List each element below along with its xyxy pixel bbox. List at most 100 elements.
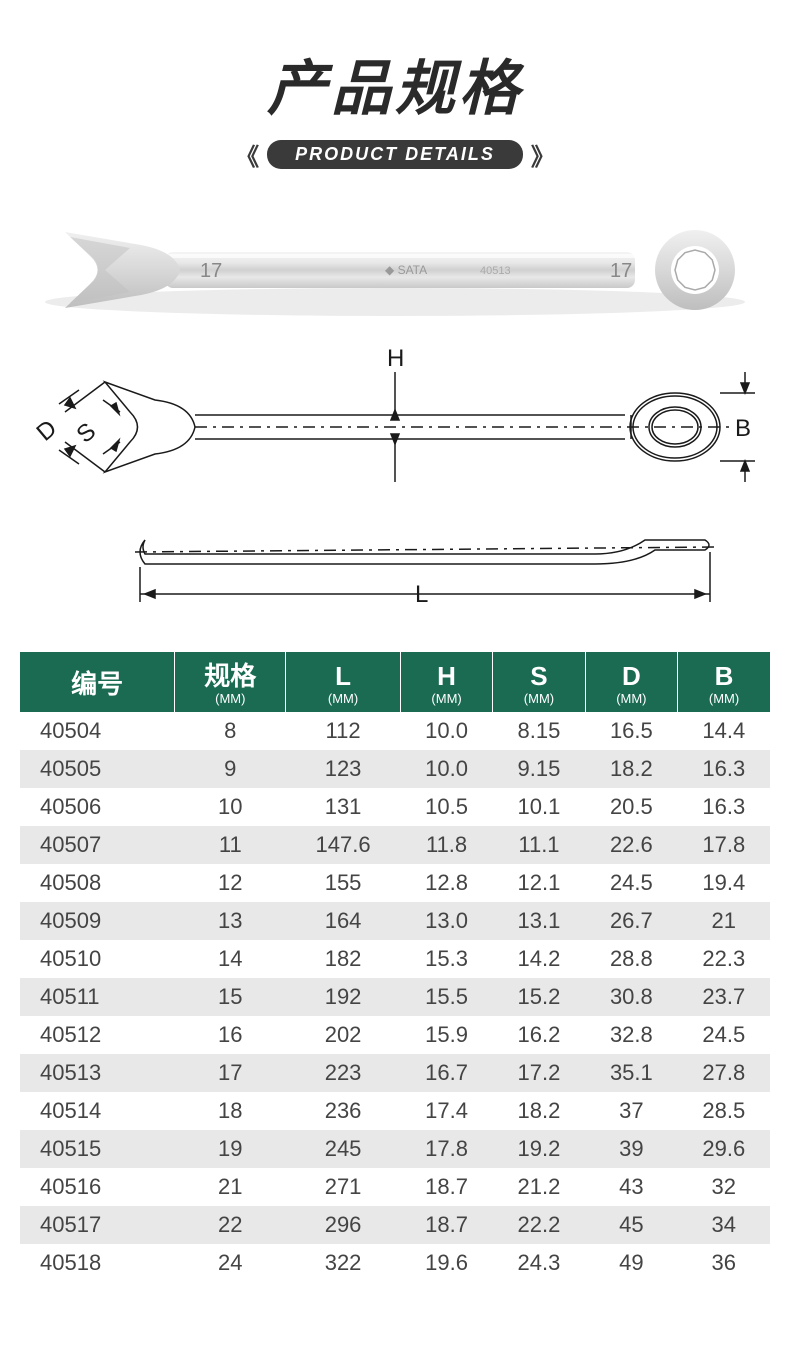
table-cell: 12.1	[493, 864, 585, 902]
table-cell: 202	[286, 1016, 401, 1054]
table-cell: 12	[175, 864, 286, 902]
table-cell: 9.15	[493, 750, 585, 788]
dimension-diagram: H B D S L	[35, 342, 755, 622]
table-cell: 296	[286, 1206, 401, 1244]
table-cell: 23.7	[678, 978, 770, 1016]
table-cell: 14	[175, 940, 286, 978]
table-header-cell: S(MM)	[493, 652, 585, 712]
table-cell: 15.2	[493, 978, 585, 1016]
table-cell: 22.2	[493, 1206, 585, 1244]
header-main: L	[290, 662, 396, 691]
table-cell: 21	[175, 1168, 286, 1206]
table-row: 405061013110.510.120.516.3	[20, 788, 770, 826]
table-row: 405162127118.721.24332	[20, 1168, 770, 1206]
table-cell: 24.3	[493, 1244, 585, 1282]
table-cell: 245	[286, 1130, 401, 1168]
table-cell: 22.3	[678, 940, 770, 978]
table-cell: 40511	[20, 978, 175, 1016]
table-cell: 271	[286, 1168, 401, 1206]
table-cell: 21.2	[493, 1168, 585, 1206]
table-cell: 40504	[20, 712, 175, 750]
table-cell: 32	[678, 1168, 770, 1206]
table-cell: 40508	[20, 864, 175, 902]
header-sub: (MM)	[179, 691, 281, 706]
table-cell: 19	[175, 1130, 286, 1168]
table-cell: 27.8	[678, 1054, 770, 1092]
table-cell: 18.7	[400, 1168, 492, 1206]
table-cell: 40517	[20, 1206, 175, 1244]
subtitle-badge: PRODUCT DETAILS	[267, 140, 523, 169]
table-cell: 11	[175, 826, 286, 864]
table-cell: 10.1	[493, 788, 585, 826]
table-cell: 40510	[20, 940, 175, 978]
product-spec-page: 产品规格 《 PRODUCT DETAILS 》	[0, 0, 790, 1302]
table-cell: 19.2	[493, 1130, 585, 1168]
table-cell: 11.1	[493, 826, 585, 864]
table-cell: 236	[286, 1092, 401, 1130]
table-row: 405182432219.624.34936	[20, 1244, 770, 1282]
table-cell: 40512	[20, 1016, 175, 1054]
page-title: 产品规格	[20, 40, 770, 127]
table-cell: 13.0	[400, 902, 492, 940]
photo-model: 40513	[480, 265, 511, 277]
header-main: D	[590, 662, 673, 691]
table-cell: 14.2	[493, 940, 585, 978]
table-row: 40505912310.09.1518.216.3	[20, 750, 770, 788]
table-cell: 16.2	[493, 1016, 585, 1054]
table-cell: 24	[175, 1244, 286, 1282]
table-cell: 112	[286, 712, 401, 750]
table-row: 405111519215.515.230.823.7	[20, 978, 770, 1016]
table-cell: 15	[175, 978, 286, 1016]
table-row: 405101418215.314.228.822.3	[20, 940, 770, 978]
table-cell: 15.3	[400, 940, 492, 978]
table-cell: 10.0	[400, 750, 492, 788]
table-cell: 18	[175, 1092, 286, 1130]
header-main: B	[682, 662, 766, 691]
table-cell: 40514	[20, 1092, 175, 1130]
table-cell: 17.4	[400, 1092, 492, 1130]
table-cell: 223	[286, 1054, 401, 1092]
table-header-cell: 编号	[20, 652, 175, 712]
table-cell: 155	[286, 864, 401, 902]
header-sub: (MM)	[682, 691, 766, 706]
table-cell: 164	[286, 902, 401, 940]
spec-table: 编号规格(MM)L(MM)H(MM)S(MM)D(MM)B(MM) 405048…	[20, 652, 770, 1282]
table-cell: 123	[286, 750, 401, 788]
table-cell: 35.1	[585, 1054, 677, 1092]
table-cell: 16.3	[678, 750, 770, 788]
table-cell: 40515	[20, 1130, 175, 1168]
header-main: 编号	[24, 670, 170, 699]
table-cell: 17.8	[400, 1130, 492, 1168]
table-cell: 16.3	[678, 788, 770, 826]
spec-table-body: 40504811210.08.1516.514.440505912310.09.…	[20, 712, 770, 1282]
diagram-label-d: D	[35, 415, 62, 447]
table-cell: 37	[585, 1092, 677, 1130]
chevron-right-icon: 》	[531, 137, 555, 172]
table-cell: 12.8	[400, 864, 492, 902]
table-row: 405081215512.812.124.519.4	[20, 864, 770, 902]
table-cell: 28.5	[678, 1092, 770, 1130]
table-cell: 30.8	[585, 978, 677, 1016]
table-cell: 8.15	[493, 712, 585, 750]
wrench-diagram-icon: H B D S L	[35, 342, 755, 622]
table-cell: 18.2	[493, 1092, 585, 1130]
photo-size-left: 17	[200, 260, 222, 282]
table-row: 4050711147.611.811.122.617.8	[20, 826, 770, 864]
diagram-label-s: S	[72, 418, 102, 449]
table-cell: 20.5	[585, 788, 677, 826]
table-cell: 28.8	[585, 940, 677, 978]
table-cell: 18.2	[585, 750, 677, 788]
table-cell: 45	[585, 1206, 677, 1244]
table-cell: 10	[175, 788, 286, 826]
header-main: S	[497, 662, 580, 691]
table-cell: 13.1	[493, 902, 585, 940]
table-header-cell: L(MM)	[286, 652, 401, 712]
table-cell: 16.7	[400, 1054, 492, 1092]
table-cell: 19.6	[400, 1244, 492, 1282]
table-cell: 10.5	[400, 788, 492, 826]
table-cell: 16.5	[585, 712, 677, 750]
table-cell: 40507	[20, 826, 175, 864]
wrench-photo-icon: 17 ◆ SATA 40513 17	[35, 202, 755, 332]
table-cell: 24.5	[585, 864, 677, 902]
table-cell: 17	[175, 1054, 286, 1092]
